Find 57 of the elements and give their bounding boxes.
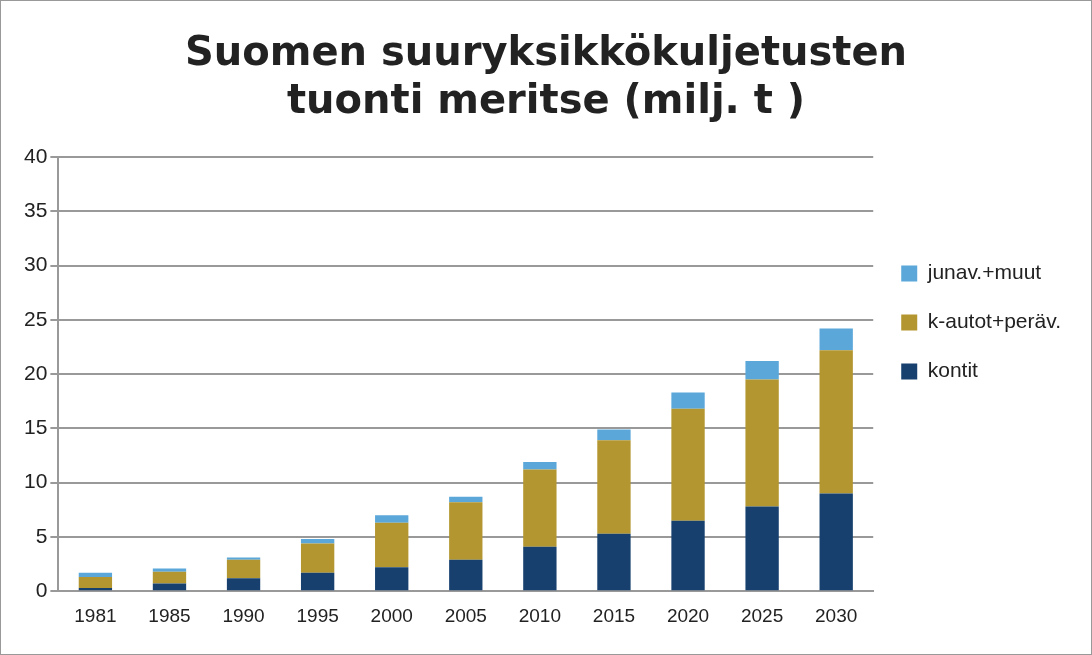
bar [449, 496, 483, 503]
bar [449, 502, 483, 560]
bar [226, 559, 261, 579]
bar [819, 328, 853, 351]
y-tick-label: 40 [24, 143, 48, 167]
bar [597, 533, 631, 591]
y-tick-label: 20 [24, 360, 48, 384]
legend-label: junav.+muut [926, 260, 1042, 284]
x-tick-label: 1990 [222, 604, 265, 626]
y-tick-label: 10 [24, 469, 48, 493]
bar [671, 392, 705, 409]
bar [745, 506, 779, 591]
x-tick-label: 1985 [148, 604, 191, 626]
bar [152, 568, 187, 572]
bar [597, 440, 631, 534]
bar [78, 577, 113, 588]
bar [300, 539, 335, 544]
x-tick-label: 2030 [815, 604, 858, 626]
bar [152, 571, 187, 584]
bar [819, 350, 853, 494]
bar [523, 469, 557, 547]
legend-label: k-autot+peräv. [927, 309, 1062, 333]
y-tick-label: 5 [35, 523, 48, 547]
bar [375, 515, 409, 523]
x-tick-label: 1981 [74, 604, 117, 626]
bar [300, 572, 335, 591]
bar [597, 429, 631, 441]
x-tick-label: 1995 [296, 604, 339, 626]
y-tick-label: 15 [24, 415, 48, 439]
x-tick-label: 2025 [740, 604, 784, 626]
bar [523, 546, 557, 591]
text: Suomen suuryksikkökuljetusten [184, 28, 908, 75]
y-tick-label: 35 [24, 198, 48, 222]
bar [375, 567, 409, 591]
legend-label: kontit [927, 358, 979, 382]
bar [671, 408, 705, 521]
bar [375, 522, 409, 568]
bar [152, 583, 187, 591]
bar [300, 543, 335, 573]
bar [745, 379, 779, 507]
bar [819, 493, 853, 591]
x-tick-label: 2015 [592, 604, 636, 626]
y-tick-label: 0 [35, 578, 48, 601]
x-tick-label: 2010 [518, 604, 562, 626]
bar [226, 578, 261, 591]
bar [523, 462, 557, 470]
x-tick-label: 2020 [666, 604, 710, 626]
x-tick-label: 2005 [444, 604, 487, 626]
text: tuonti meritse (milj. t ) [286, 76, 806, 123]
y-tick-label: 30 [24, 252, 48, 276]
bar [745, 361, 779, 380]
bar [449, 559, 483, 591]
y-tick-label: 25 [24, 306, 48, 330]
bar [78, 572, 113, 578]
bar [226, 557, 261, 560]
x-tick-label: 2000 [370, 604, 413, 626]
bar [671, 520, 705, 591]
